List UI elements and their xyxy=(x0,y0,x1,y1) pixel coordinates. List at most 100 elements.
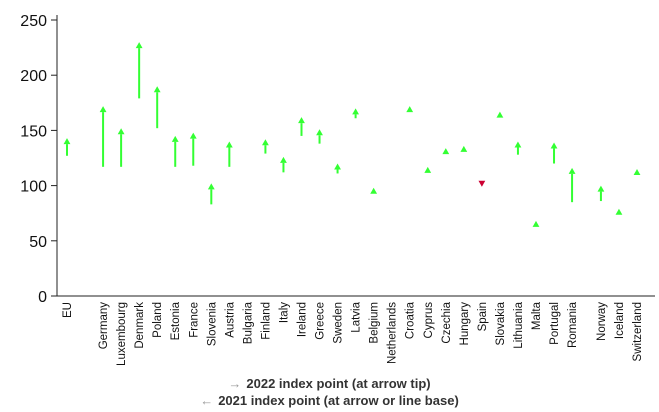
legend-2021: ← 2021 index point (at arrow or line base… xyxy=(0,393,659,408)
arrow-italy xyxy=(280,156,287,173)
arrow-luxembourg xyxy=(117,128,125,167)
arrow-head xyxy=(460,145,468,152)
arrow-france xyxy=(189,132,197,166)
x-tick-label: Sweden xyxy=(333,302,345,344)
x-tick-label: Malta xyxy=(531,301,543,330)
x-tick-label: Latvia xyxy=(351,301,363,332)
x-tick-label: Luxembourg xyxy=(116,302,128,366)
x-tick-label: Lithuania xyxy=(513,301,525,348)
arrow-eu xyxy=(63,138,71,156)
x-tick-label: Romania xyxy=(567,301,579,348)
arrow-head xyxy=(298,117,305,124)
x-tick-label: Iceland xyxy=(614,302,626,339)
x-tick-label: Slovakia xyxy=(495,301,507,345)
x-axis-labels: EU Germany Luxembourg Denmark Poland Estonia F… xyxy=(62,301,644,366)
arrow-head xyxy=(370,187,378,194)
y-tick-label: 200 xyxy=(20,68,47,85)
arrow-head xyxy=(135,42,143,49)
x-tick-label: Czechia xyxy=(441,301,453,343)
x-tick-label: Portugal xyxy=(549,302,561,345)
x-tick-label: Poland xyxy=(152,302,164,338)
y-tick-label: 50 xyxy=(29,234,47,251)
arrow-austria xyxy=(225,141,233,167)
x-tick-label: Finland xyxy=(260,302,272,340)
legend-2022: → 2022 index point (at arrow tip) xyxy=(0,376,659,391)
arrow-head xyxy=(153,86,161,93)
arrow-spain xyxy=(478,180,486,187)
arrow-iceland xyxy=(615,208,623,215)
arrow-head xyxy=(615,208,623,215)
arrow-cyprus xyxy=(424,166,432,173)
x-tick-label: Belgium xyxy=(369,302,381,344)
x-tick-label: Cyprus xyxy=(423,302,435,339)
legend-2021-arrow-icon: ← xyxy=(200,393,214,408)
arrow-latvia xyxy=(352,108,360,119)
arrow-head xyxy=(225,141,233,148)
arrow-germany xyxy=(99,106,107,167)
arrow-belgium xyxy=(370,187,378,194)
arrow-head xyxy=(117,128,125,135)
arrow-finland xyxy=(262,139,269,154)
arrow-head xyxy=(262,139,269,146)
arrow-head xyxy=(568,167,576,174)
x-tick-label: Switzerland xyxy=(632,302,644,361)
x-tick-label: Austria xyxy=(224,301,236,337)
arrow-head xyxy=(99,106,107,113)
arrow-head xyxy=(63,138,71,145)
y-tick-label: 250 xyxy=(20,13,47,30)
arrow-croatia xyxy=(406,106,414,113)
arrow-lithuania xyxy=(514,141,522,155)
y-tick-label: 100 xyxy=(20,179,47,196)
arrow-head xyxy=(171,135,179,142)
x-tick-label: Slovenia xyxy=(206,301,218,346)
y-tick-label: 150 xyxy=(20,123,47,140)
arrow-head xyxy=(597,185,605,192)
chart-marks xyxy=(63,42,641,227)
arrow-sweden xyxy=(334,163,341,174)
arrow-norway xyxy=(597,185,605,202)
arrow-head xyxy=(406,106,414,113)
arrow-romania xyxy=(568,167,576,203)
arrow-ireland xyxy=(298,117,305,136)
x-tick-label: Germany xyxy=(98,302,110,350)
x-tick-label: Norway xyxy=(596,302,608,341)
y-tick-label: 0 xyxy=(38,289,47,306)
arrow-head xyxy=(424,166,432,173)
arrow-head xyxy=(478,180,486,187)
arrow-slovakia xyxy=(496,111,504,118)
legend-2022-label: 2022 index point (at arrow tip) xyxy=(246,376,431,391)
x-tick-label: France xyxy=(188,302,200,338)
arrow-portugal xyxy=(550,142,558,164)
arrow-hungary xyxy=(460,145,468,152)
x-tick-label: Estonia xyxy=(170,301,182,340)
x-tick-label: EU xyxy=(62,302,74,318)
arrow-switzerland xyxy=(633,169,641,176)
arrow-head xyxy=(280,156,287,163)
legend-2022-arrow-icon: → xyxy=(228,376,242,391)
arrow-slovenia xyxy=(207,183,215,205)
legend-2021-label: 2021 index point (at arrow or line base) xyxy=(218,393,459,408)
arrow-denmark xyxy=(135,42,143,99)
arrow-head xyxy=(316,129,323,136)
arrow-estonia xyxy=(171,135,179,167)
arrow-czechia xyxy=(442,148,450,155)
arrow-head xyxy=(514,141,522,148)
x-tick-label: Croatia xyxy=(405,301,417,339)
arrow-head xyxy=(633,169,641,176)
x-tick-label: Hungary xyxy=(459,302,471,346)
arrow-head xyxy=(189,132,197,139)
arrow-head xyxy=(496,111,504,118)
arrow-malta xyxy=(532,220,540,227)
arrow-greece xyxy=(316,129,323,144)
arrow-head xyxy=(532,220,540,227)
x-tick-label: Bulgaria xyxy=(242,301,254,344)
y-axis-ticks: 0 50 100 150 200 250 xyxy=(20,13,57,306)
arrow-head xyxy=(334,163,341,170)
x-tick-label: Greece xyxy=(315,302,327,340)
arrow-head xyxy=(352,108,360,115)
x-tick-label: Spain xyxy=(477,302,489,331)
arrow-poland xyxy=(153,86,161,129)
arrow-head xyxy=(442,148,450,155)
x-tick-label: Ireland xyxy=(296,302,308,337)
